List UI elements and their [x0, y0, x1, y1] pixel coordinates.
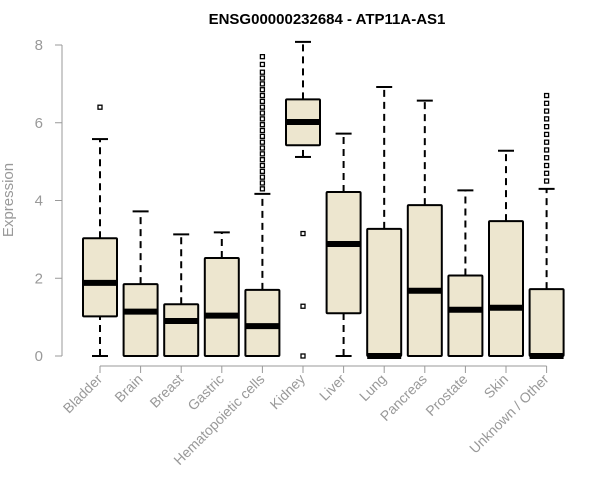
box-3: [203, 231, 240, 357]
box-iqr: [366, 227, 403, 357]
outlier-point: [97, 104, 103, 110]
y-tick-label: 4: [35, 193, 43, 210]
x-tick-label: Brain: [111, 371, 145, 405]
outlier-point: [259, 81, 266, 87]
x-tick-label: Lung: [356, 371, 389, 404]
box-iqr: [488, 220, 524, 357]
outlier-point: [543, 108, 550, 114]
y-axis-label: Expression: [0, 163, 17, 237]
outlier-point: [300, 353, 306, 359]
outlier-point: [543, 123, 550, 130]
outlier-point: [259, 168, 266, 174]
outlier-point: [259, 110, 266, 116]
box-6: [325, 132, 362, 357]
x-tick-label: Prostate: [422, 371, 470, 419]
outlier-point: [259, 92, 266, 99]
outlier-point: [259, 174, 266, 180]
box-1: [122, 210, 159, 357]
outlier-point: [300, 303, 306, 309]
outlier-point: [259, 151, 266, 157]
box-11: [528, 92, 565, 359]
outlier-point: [259, 87, 266, 93]
outlier-point: [259, 162, 266, 169]
box-iqr: [244, 288, 281, 358]
outlier-point: [543, 116, 550, 122]
outlier-point: [543, 147, 550, 153]
outlier-point: [543, 162, 550, 169]
outlier-point: [259, 186, 266, 192]
x-tick-label: Skin: [481, 371, 512, 402]
outlier-point: [300, 230, 306, 237]
outlier-point: [259, 157, 266, 163]
outlier-point: [543, 170, 550, 176]
box-iqr: [406, 204, 443, 357]
box-8: [406, 99, 443, 357]
box-iqr: [82, 237, 118, 318]
box-iqr: [122, 283, 159, 357]
outlier-point: [259, 69, 266, 75]
outlier-point: [259, 145, 266, 151]
outlier-point: [543, 155, 550, 161]
box-10: [488, 149, 524, 357]
outlier-point: [259, 116, 266, 122]
outlier-point: [543, 92, 550, 99]
box-iqr: [325, 190, 362, 315]
x-tick-label: Bladder: [60, 371, 106, 417]
outlier-point: [259, 54, 266, 60]
outlier-point: [259, 61, 266, 68]
outlier-point: [259, 104, 266, 110]
x-tick-label: Kidney: [267, 371, 309, 413]
outlier-point: [543, 139, 550, 145]
outlier-point: [259, 122, 266, 128]
x-tick-label: Breast: [146, 371, 186, 411]
boxes-group: [82, 40, 565, 359]
outlier-point: [259, 98, 266, 105]
box-iqr: [203, 257, 240, 357]
box-9: [447, 189, 484, 357]
outlier-point: [259, 127, 266, 134]
outlier-point: [543, 100, 550, 106]
box-iqr: [447, 274, 484, 357]
x-tick-label: Liver: [316, 371, 349, 404]
outlier-point: [543, 131, 550, 138]
y-tick-label: 6: [35, 115, 43, 132]
outlier-point: [543, 178, 550, 184]
y-tick-label: 8: [35, 37, 43, 54]
outlier-point: [259, 139, 266, 145]
box-5: [285, 40, 321, 359]
box-iqr: [163, 303, 200, 358]
outlier-point: [259, 180, 266, 186]
box-iqr: [528, 288, 565, 358]
outlier-point: [259, 133, 266, 140]
box-0: [82, 104, 118, 357]
outlier-point: [259, 75, 266, 81]
box-7: [366, 85, 403, 359]
box-4: [244, 54, 281, 358]
y-tick-label: 0: [35, 348, 43, 365]
y-axis: 0 2 4 6 8: [35, 37, 63, 365]
box-2: [163, 233, 200, 358]
y-tick-label: 2: [35, 270, 43, 287]
chart-title: ENSG00000232684 - ATP11A-AS1: [209, 11, 446, 28]
